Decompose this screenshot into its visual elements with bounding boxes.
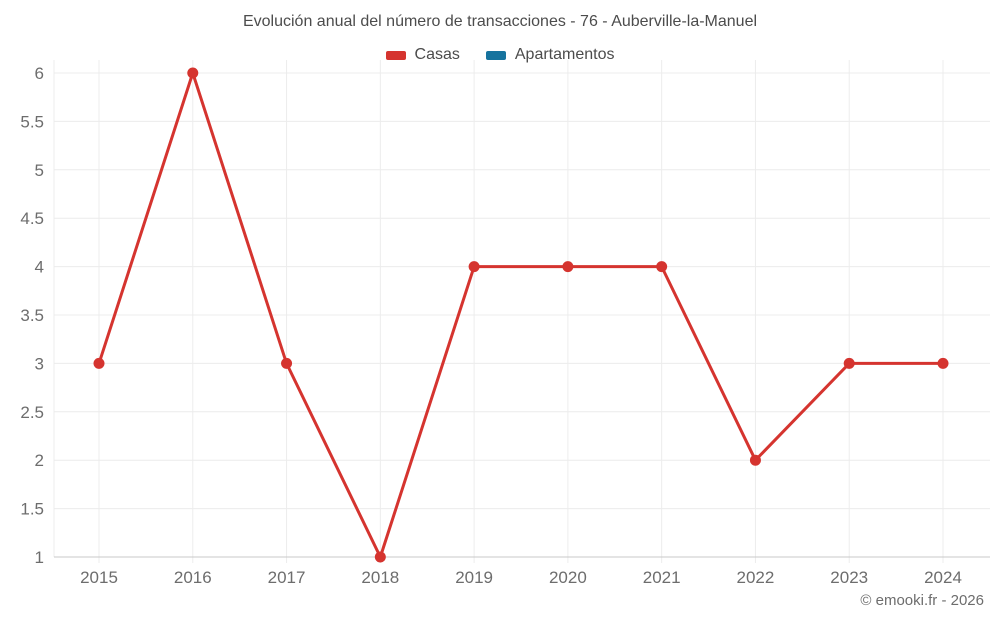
- legend-swatch-casas: [385, 50, 406, 60]
- x-axis-tick-label: 2018: [361, 568, 399, 587]
- data-point-casas-2021[interactable]: [656, 261, 668, 273]
- data-point-casas-2018[interactable]: [374, 551, 386, 563]
- x-axis-tick-label: 2024: [924, 568, 962, 587]
- y-axis-tick-label: 6: [35, 64, 44, 83]
- x-axis-tick-label: 2019: [455, 568, 493, 587]
- y-axis-tick-label: 3.5: [20, 306, 44, 325]
- data-point-casas-2017[interactable]: [281, 357, 293, 369]
- x-axis-tick-label: 2022: [737, 568, 775, 587]
- legend-swatch-apartamentos: [485, 50, 506, 60]
- data-point-casas-2020[interactable]: [562, 261, 574, 273]
- x-axis-tick-label: 2020: [549, 568, 587, 587]
- series-line-casas: [97, 71, 945, 559]
- y-axis-tick-label: 4: [35, 258, 44, 277]
- legend-label-apartamentos: Apartamentos: [514, 46, 615, 63]
- legend-item-casas[interactable]: Casas: [385, 46, 460, 64]
- y-axis-tick-label: 2.5: [20, 403, 44, 422]
- y-axis-tick-label: 5: [35, 161, 44, 180]
- x-axis-tick-label: 2021: [643, 568, 681, 587]
- y-axis-tick-label: 3: [35, 354, 44, 373]
- data-point-casas-2019[interactable]: [468, 261, 480, 273]
- chart-title: Evolución anual del número de transaccio…: [242, 13, 758, 30]
- y-axis-tick-label: 1.5: [20, 500, 44, 519]
- data-point-casas-2024[interactable]: [937, 357, 949, 369]
- copyright: © emooki.fr - 2026: [860, 592, 984, 609]
- x-axis-tick-label: 2023: [830, 568, 868, 587]
- data-point-casas-2023[interactable]: [843, 357, 855, 369]
- y-axis-tick-label: 1: [35, 548, 44, 567]
- legend-label-casas: Casas: [414, 46, 460, 63]
- y-axis-tick-label: 4.5: [20, 209, 44, 228]
- x-axis-tick-label: 2017: [268, 568, 306, 587]
- legend: Casas Apartamentos: [0, 46, 1000, 64]
- data-point-casas-2022[interactable]: [749, 454, 761, 466]
- x-axis-tick-label: 2016: [174, 568, 212, 587]
- data-point-casas-2016[interactable]: [187, 67, 199, 79]
- legend-item-apartamentos[interactable]: Apartamentos: [485, 46, 615, 64]
- x-axis-tick-label: 2015: [80, 568, 118, 587]
- data-point-casas-2015[interactable]: [93, 357, 105, 369]
- y-axis-tick-label: 5.5: [20, 112, 44, 131]
- y-axis-tick-label: 2: [35, 451, 44, 470]
